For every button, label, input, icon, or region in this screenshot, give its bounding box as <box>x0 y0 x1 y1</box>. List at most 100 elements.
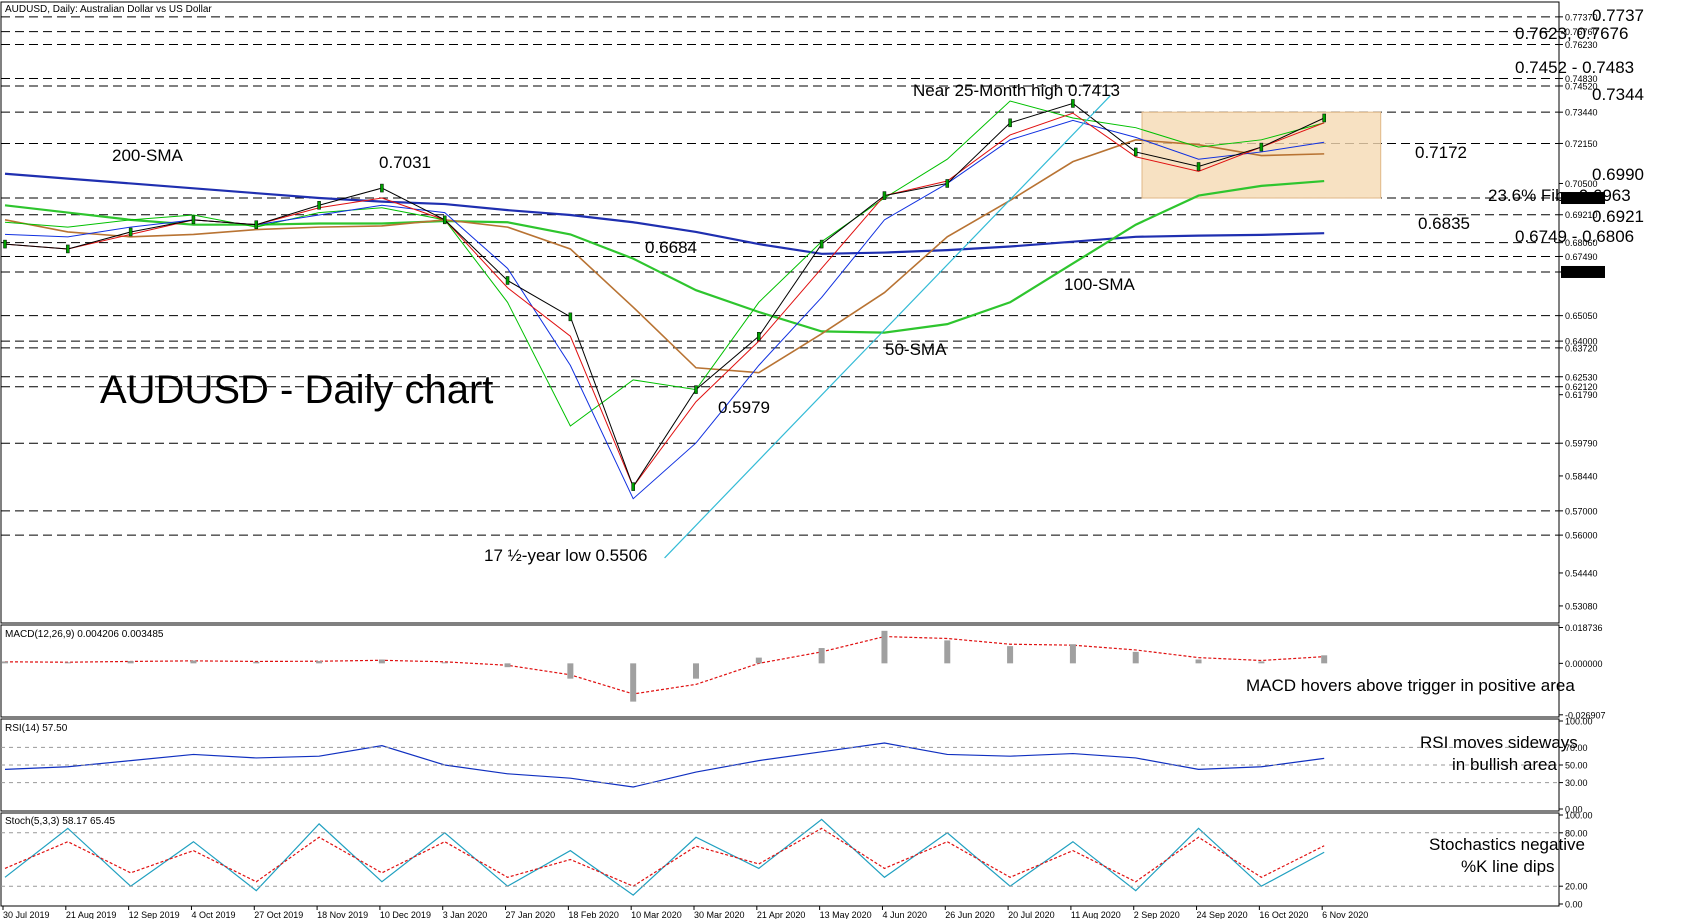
price-tick-label: 0.76230 <box>1565 40 1598 50</box>
macd-comment: MACD hovers above trigger in positive ar… <box>1246 676 1575 695</box>
macd-bar <box>944 640 951 664</box>
sub-tick-label: 0.00 <box>1565 805 1583 815</box>
annotation-100-sma: 100-SMA <box>1064 275 1136 294</box>
price-tick-label: 0.73440 <box>1565 108 1598 118</box>
price-tick-label: 0.69210 <box>1565 210 1598 220</box>
price-tick-label: 0.59790 <box>1565 439 1598 449</box>
price-tick-label: 0.63720 <box>1565 343 1598 353</box>
stoch-comment-line1: Stochastics negative <box>1429 835 1585 854</box>
price-annotation-0-7172: 0.7172 <box>1415 143 1467 162</box>
macd-bar <box>818 648 825 664</box>
rsi-comment-line1: RSI moves sideways <box>1420 733 1578 752</box>
x-tick-label: 30 Jul 2019 <box>3 910 50 919</box>
candle-mark <box>1322 113 1326 123</box>
x-tick-label: 13 May 2020 <box>820 910 872 919</box>
price-tick-label: 0.61790 <box>1565 390 1598 400</box>
x-tick-label: 4 Jun 2020 <box>882 910 927 919</box>
macd-bar <box>441 662 448 664</box>
x-tick-label: 10 Dec 2019 <box>380 910 431 919</box>
sub-tick-label: 0.00 <box>1565 900 1583 910</box>
x-tick-label: 30 Mar 2020 <box>694 910 745 919</box>
stoch-comment-line2: %K line dips <box>1461 857 1555 876</box>
macd-bar <box>630 663 637 702</box>
candle-mark <box>1133 147 1138 157</box>
price-annotation-0-7344: 0.7344 <box>1592 85 1644 104</box>
x-tick-label: 20 Jul 2020 <box>1008 910 1055 919</box>
macd-label: MACD(12,26,9) 0.004206 0.003485 <box>5 629 164 640</box>
rsi-line <box>4 742 1325 788</box>
candle-mark <box>380 183 384 193</box>
candle-mark <box>945 179 950 188</box>
x-tick-label: 27 Jan 2020 <box>506 910 556 919</box>
x-tick-label: 24 Sep 2020 <box>1197 910 1248 919</box>
annotation-0-7031: 0.7031 <box>379 153 431 172</box>
annotation-200-sma: 200-SMA <box>112 146 184 165</box>
candle-mark <box>1259 142 1264 152</box>
sub-tick-label: 50.00 <box>1565 761 1588 771</box>
price-tick-label: 0.64000 <box>1565 337 1598 347</box>
x-tick-label: 26 Jun 2020 <box>945 910 995 919</box>
annotation-17-year-low: 17 ½-year low 0.5506 <box>484 546 648 565</box>
candle-mark <box>191 215 196 225</box>
candle-mark <box>3 239 7 249</box>
candle-mark <box>254 220 259 229</box>
macd-bar <box>1321 655 1328 664</box>
price-tick-label: 0.76760 <box>1565 27 1598 37</box>
sub-tick-label: 80.00 <box>1565 828 1588 838</box>
price-tick-label: 0.65050 <box>1565 311 1598 321</box>
x-tick-label: 21 Apr 2020 <box>757 910 806 919</box>
price-panel <box>0 1 1560 624</box>
macd-bar <box>64 662 71 664</box>
candle-mark <box>1196 162 1201 171</box>
price-tick-label: 0.77370 <box>1565 12 1598 22</box>
candle-mark <box>1008 118 1012 128</box>
x-tick-label: 18 Nov 2019 <box>317 910 368 919</box>
macd-bar <box>1195 659 1202 664</box>
sub-tick-label: 100.00 <box>1565 811 1593 821</box>
x-tick-label: 10 Mar 2020 <box>631 910 682 919</box>
x-tick-label: 18 Feb 2020 <box>568 910 619 919</box>
rsi-comment-line2: in bullish area <box>1452 755 1557 774</box>
candle-mark <box>694 385 698 394</box>
candle-mark <box>568 312 573 322</box>
macd-bar <box>253 661 260 664</box>
price-annotation-0-7623-0-7676: 0.7623, 0.7676 <box>1515 24 1628 43</box>
price-tick-label: 0.66850 <box>1565 267 1598 277</box>
macd-bar <box>1007 646 1014 664</box>
macd-panel <box>0 624 1560 718</box>
x-tick-label: 27 Oct 2019 <box>254 910 303 919</box>
stoch-panel <box>0 812 1560 907</box>
price-tick-highlight <box>1561 192 1605 205</box>
candle-mark <box>757 332 761 341</box>
macd-bar <box>1258 661 1265 664</box>
price-tick-label: 0.58440 <box>1565 471 1598 481</box>
x-tick-label: 6 Nov 2020 <box>1322 910 1368 919</box>
sub-tick-label: -0.026907 <box>1565 710 1606 720</box>
rsi-label: RSI(14) 57.50 <box>5 723 68 734</box>
stoch-label: Stoch(5,3,3) 58.17 65.45 <box>5 816 116 827</box>
sub-tick-label: 70.00 <box>1565 743 1588 753</box>
price-annotation-0-6990: 0.6990 <box>1592 165 1644 184</box>
series-line-3 <box>4 100 1325 427</box>
price-tick-highlight <box>1561 265 1605 278</box>
uptrend-line <box>664 95 1112 559</box>
sub-tick-label: 30.00 <box>1565 778 1588 788</box>
price-tick-label: 0.53080 <box>1565 601 1598 611</box>
price-tick-label: 0.74830 <box>1565 74 1598 84</box>
macd-bar <box>1069 644 1076 664</box>
candle-mark <box>819 239 824 249</box>
price-annotation-0-7737: 0.7737 <box>1592 6 1644 25</box>
chart-headline: AUDUSD - Daily chart <box>100 368 493 412</box>
series-line-6 <box>4 102 1325 488</box>
candle-mark <box>1071 99 1075 108</box>
sub-tick-label: 20.00 <box>1565 882 1588 892</box>
price-annotation-0-6835: 0.6835 <box>1418 214 1470 233</box>
price-tick-label: 0.57000 <box>1565 506 1598 516</box>
price-tick-label: 0.54440 <box>1565 568 1598 578</box>
chart-title: AUDUSD, Daily: Australian Dollar vs US D… <box>5 4 212 15</box>
annotation-50-sma: 50-SMA <box>885 340 947 359</box>
price-annotation-0-7452-0-7483: 0.7452 - 0.7483 <box>1515 58 1634 77</box>
price-annotation-0-6921: 0.6921 <box>1592 207 1644 226</box>
price-tick-label: 0.70500 <box>1565 179 1598 189</box>
